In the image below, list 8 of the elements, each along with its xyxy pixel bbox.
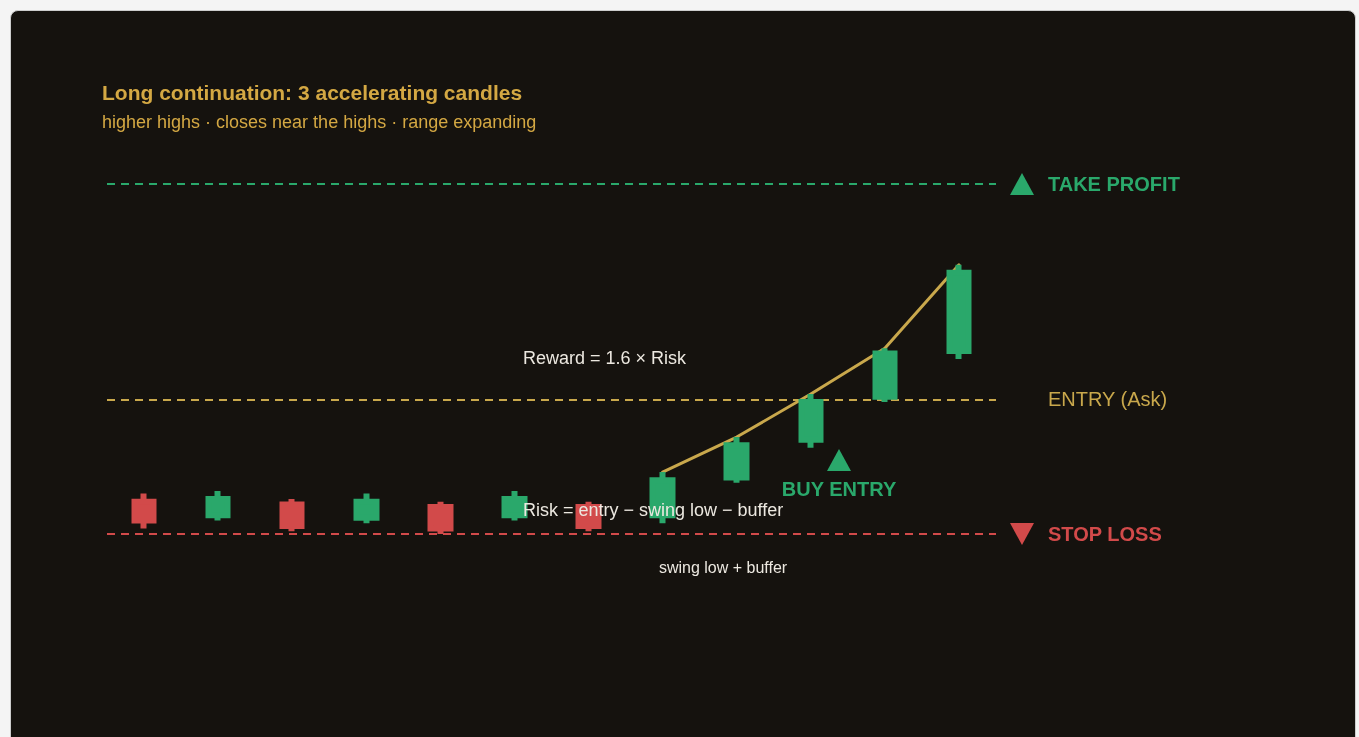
annotation: BUY ENTRY [781, 478, 897, 500]
text: swing low + buffer [658, 558, 788, 576]
chart-subtitle: higher highs · closes near the highs · range expanding [102, 112, 537, 132]
annotation: Reward = 1.6 × Risk [523, 348, 688, 368]
ref-line-label: TAKE PROFIT [1048, 173, 1180, 195]
ref-line-label: STOP LOSS [1048, 523, 1162, 545]
chart-title: Long continuation: 3 accelerating candles [102, 81, 523, 104]
ref-line-label: ENTRY (Ask) [1048, 388, 1168, 411]
